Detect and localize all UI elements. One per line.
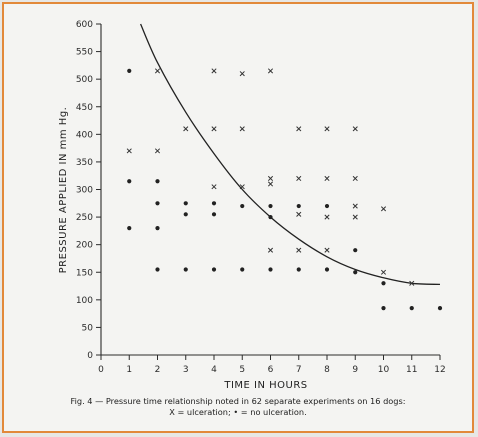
y-tick-label: 150 xyxy=(76,268,93,278)
y-tick-label: 300 xyxy=(76,186,93,196)
figure-caption: Fig. 4 — Pressure time relationship note… xyxy=(20,396,456,418)
y-tick-label: 100 xyxy=(76,296,93,306)
ulceration-x-point xyxy=(211,68,217,74)
no-ulceration-dot-point xyxy=(381,281,386,286)
x-ticks: 0 1 2 3 4 5 6 7 8 9 10 11 12 xyxy=(98,355,446,375)
x-tick-label: 0 xyxy=(98,365,104,375)
ulceration-x-point xyxy=(380,269,387,275)
no-ulceration-dot-point xyxy=(353,248,358,253)
ulceration-x-point xyxy=(267,181,274,187)
no-ulceration-dot-point xyxy=(437,306,443,311)
y-tick-label: 500 xyxy=(76,75,93,85)
x-tick-label: 5 xyxy=(239,365,245,375)
x-tick-label: 3 xyxy=(183,365,189,375)
no-ulceration-dot-point xyxy=(127,68,132,73)
x-tick-label: 4 xyxy=(211,365,217,375)
ulceration-x-point xyxy=(352,175,358,182)
y-tick-label: 550 xyxy=(76,48,93,58)
no-ulceration-dot-point xyxy=(240,203,245,209)
no-ulceration-dot-point xyxy=(211,267,217,272)
no-ulceration-dot-point xyxy=(409,306,414,311)
y-tick-label: 50 xyxy=(82,323,94,333)
x-tick-label: 9 xyxy=(352,365,358,375)
no-ulceration-dot-point xyxy=(211,201,217,206)
no-ulceration-dot-point xyxy=(183,201,188,206)
ulceration-x-point xyxy=(267,247,274,253)
no-ulceration-dot-point xyxy=(155,179,160,184)
data-marks xyxy=(126,68,443,311)
ulceration-x-point xyxy=(154,148,161,154)
x-axis-label: TIME IN HOURS xyxy=(223,380,307,391)
ulceration-x-point xyxy=(154,68,161,74)
y-tick-label: 400 xyxy=(76,130,93,140)
ulceration-x-point xyxy=(409,280,415,286)
ulceration-x-point xyxy=(324,214,330,220)
y-tick-label: 350 xyxy=(76,158,93,168)
no-ulceration-dot-point xyxy=(324,203,330,209)
ulceration-x-point xyxy=(296,211,302,217)
ulceration-x-point xyxy=(239,126,245,132)
no-ulceration-dot-point xyxy=(155,226,160,231)
ulceration-x-point xyxy=(352,126,358,132)
x-tick-label: 7 xyxy=(296,365,302,375)
no-ulceration-dot-point xyxy=(381,306,386,311)
x-tick-label: 8 xyxy=(324,365,330,375)
ulceration-x-point xyxy=(352,214,358,220)
no-ulceration-dot-point xyxy=(183,212,188,217)
threshold-curve xyxy=(140,23,441,286)
y-tick-label: 250 xyxy=(76,213,93,223)
ulceration-x-point xyxy=(239,71,245,77)
ulceration-x-point xyxy=(239,184,245,190)
y-ticks: 0 50 100 150 200 250 300 350 400 450 500 550 600 xyxy=(76,20,101,361)
no-ulceration-dot-point xyxy=(268,203,273,209)
no-ulceration-dot-point xyxy=(127,226,132,231)
ulceration-x-point xyxy=(296,247,302,253)
ulceration-x-point xyxy=(380,206,387,212)
no-ulceration-dot-point xyxy=(155,201,160,206)
no-ulceration-dot-point xyxy=(127,179,132,184)
ulceration-x-point xyxy=(211,184,217,190)
x-tick-label: 2 xyxy=(155,365,161,375)
y-axis-label: PRESSURE APPLIED IN mm Hg. xyxy=(58,107,69,274)
no-ulceration-dot-point xyxy=(353,270,358,275)
no-ulceration-dot-point xyxy=(183,267,188,272)
ulceration-x-point xyxy=(324,247,330,253)
ulceration-x-point xyxy=(211,126,217,132)
no-ulceration-dot-point xyxy=(296,267,301,272)
no-ulceration-dot-point xyxy=(240,267,245,272)
ulceration-x-point xyxy=(324,126,330,132)
ulceration-x-point xyxy=(352,203,358,209)
ulceration-x-point xyxy=(296,175,302,182)
caption-line-1: Fig. 4 — Pressure time relationship note… xyxy=(70,396,406,406)
no-ulceration-dot-point xyxy=(324,267,330,272)
ulceration-x-point xyxy=(267,68,274,74)
axes xyxy=(100,24,440,356)
y-tick-label: 600 xyxy=(76,20,93,30)
ulceration-x-point xyxy=(324,175,330,182)
y-tick-label: 200 xyxy=(76,241,93,251)
ulceration-x-point xyxy=(183,126,189,132)
x-tick-label: 1 xyxy=(126,365,132,375)
y-tick-label: 450 xyxy=(76,103,93,113)
caption-line-2: X = ulceration; • = no ulceration. xyxy=(169,407,307,417)
ulceration-x-point xyxy=(126,148,132,154)
no-ulceration-dot-point xyxy=(268,267,273,272)
x-tick-label: 11 xyxy=(406,365,417,375)
no-ulceration-dot-point xyxy=(211,212,217,217)
y-tick-label: 0 xyxy=(87,351,93,361)
ulceration-x-point xyxy=(267,175,274,182)
no-ulceration-dot-point xyxy=(296,203,301,209)
no-ulceration-dot-point xyxy=(155,267,160,272)
no-ulceration-dot-point xyxy=(268,214,273,220)
x-tick-label: 12 xyxy=(434,365,445,375)
x-tick-label: 10 xyxy=(378,365,390,375)
x-tick-label: 6 xyxy=(268,365,274,375)
ulceration-x-point xyxy=(296,126,302,132)
